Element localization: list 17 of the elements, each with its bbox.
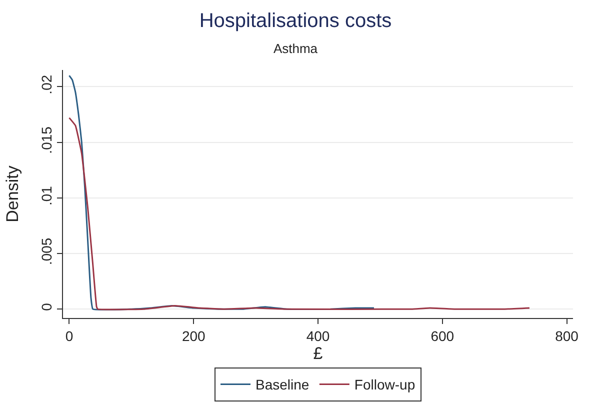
y-tick-label: .015	[38, 126, 54, 154]
chart-subtitle: Asthma	[273, 40, 318, 56]
x-tick-label: 200	[182, 328, 206, 344]
chart-title: Hospitalisations costs	[199, 10, 392, 32]
y-tick-label: .005	[38, 238, 54, 266]
y-axis-title: Density	[2, 165, 22, 222]
x-tick-label: 0	[65, 328, 74, 344]
legend-label: Baseline	[256, 376, 310, 393]
legend-label: Follow-up	[354, 376, 416, 393]
y-tick-label: 0	[38, 302, 54, 311]
x-tick-label: 600	[430, 328, 454, 344]
x-axis-title: £	[313, 344, 324, 364]
line-series	[68, 117, 530, 310]
x-tick-label: 400	[306, 328, 330, 344]
y-tick-label: .01	[38, 186, 54, 206]
x-tick-label: 800	[555, 328, 579, 344]
y-tick-label: .02	[38, 74, 54, 94]
